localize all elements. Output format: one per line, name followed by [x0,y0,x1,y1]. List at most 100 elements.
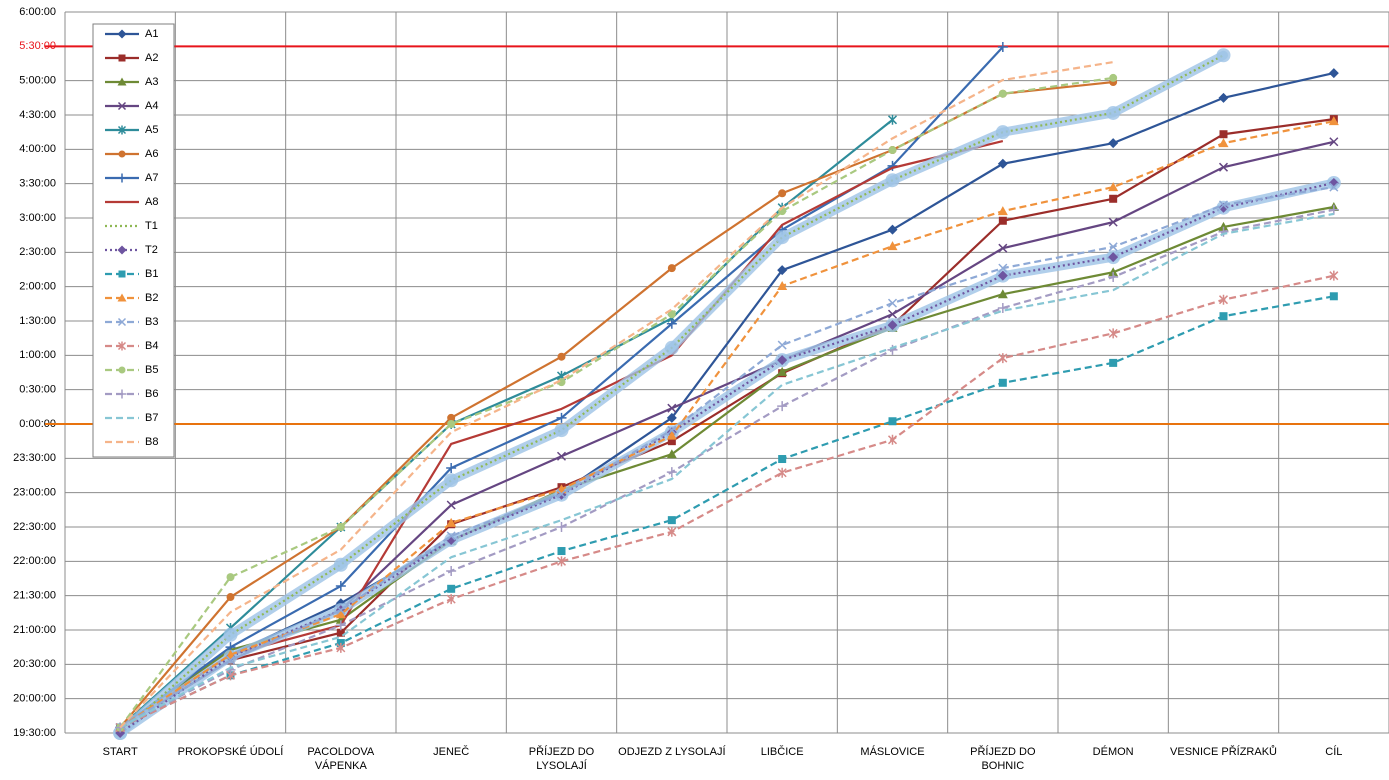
point-glow [333,557,348,572]
point [336,605,346,615]
point-glow [664,340,679,355]
point [1218,294,1229,305]
point [998,353,1008,364]
x-tick-label: PROKOPSKÉ ÚDOLÍ [177,746,284,758]
point [1218,92,1229,103]
legend-label: B5 [145,364,158,376]
y-tick-label: 6:00:00 [19,6,56,18]
point [777,265,788,276]
point-glow [775,230,790,245]
point [446,462,457,473]
point [1109,358,1118,367]
point [666,430,677,440]
series-line [119,212,1335,729]
point [117,125,127,135]
point [1108,272,1119,283]
point [1218,200,1229,210]
point [1108,328,1118,339]
x-tick-label: ODJEZD Z LYSOLAJÍ [618,746,726,758]
point [1328,116,1339,126]
legend-label: A3 [145,76,158,88]
point [1328,204,1339,215]
y-tick-label: 0:00:00 [19,418,56,430]
x-tick-label: PŘÍJEZD DO LYSOLAJÍ [528,746,595,772]
point [1109,73,1118,82]
point [1218,162,1229,172]
legend-label: T1 [145,220,158,232]
point [997,206,1008,216]
point [1218,138,1229,148]
point-glow [1106,105,1121,120]
point [998,216,1007,225]
point [117,389,127,399]
point [118,270,126,278]
point [667,310,676,319]
legend-label: A8 [145,196,158,208]
point [556,412,567,423]
legend-label: B7 [145,412,158,424]
point [1108,267,1119,277]
point [1328,68,1339,79]
y-tick-label: 5:30:00 [19,40,56,52]
point [117,173,127,183]
point [666,318,677,329]
point [777,280,788,290]
point [777,366,788,376]
x-tick-label: DÉMON [1092,746,1134,758]
point [667,516,676,525]
y-tick-label: 21:00:00 [13,624,56,636]
point-glow [444,473,459,488]
point [887,160,898,171]
point [998,89,1007,98]
series-line [119,118,1334,729]
point [666,449,677,459]
point [998,243,1008,253]
point [1108,138,1119,149]
x-tick-label: VESNICE PŘÍZRAKŮ [1170,746,1277,758]
point [1219,130,1228,139]
y-tick-label: 19:30:00 [13,727,56,739]
legend-label: B8 [145,436,158,448]
legend-label: B3 [145,316,158,328]
y-tick-label: 20:00:00 [13,693,56,705]
point [556,489,567,499]
point [667,425,677,435]
point [887,434,898,445]
point-glow [1216,48,1231,63]
point [117,341,127,351]
point [1108,182,1119,192]
series-line [119,76,1114,729]
point [887,320,898,331]
point [447,413,456,422]
point [446,531,456,541]
point [887,224,898,235]
point [887,241,898,251]
point [226,593,235,602]
point [446,517,457,527]
y-tick-label: 4:30:00 [19,109,56,121]
point [888,417,897,426]
legend: A1 A2 A3 A4 A5 A6 A7 A8 T1 T2 B1 B2 B3 B4 B5 B6 B7 B8 [92,23,175,458]
y-tick-label: 21:30:00 [13,590,56,602]
legend-label: B2 [145,292,158,304]
x-tick-label: CÍL [1325,746,1343,758]
point [225,655,236,665]
point [335,609,346,619]
y-tick-label: 23:00:00 [13,487,56,499]
legend-label: B1 [145,268,158,280]
point [117,29,127,39]
series-line [119,274,1335,729]
point [556,522,567,532]
legend-label: B4 [145,340,158,352]
point [1219,312,1228,321]
legend-label: A5 [145,124,158,136]
point [117,293,127,302]
y-tick-label: 22:30:00 [13,521,56,533]
point [117,101,127,111]
series-line [119,208,1335,729]
point [446,500,456,510]
x-tick-label: MÁSLOVICE [860,746,925,758]
legend-label: A1 [145,28,158,40]
point [887,298,898,308]
